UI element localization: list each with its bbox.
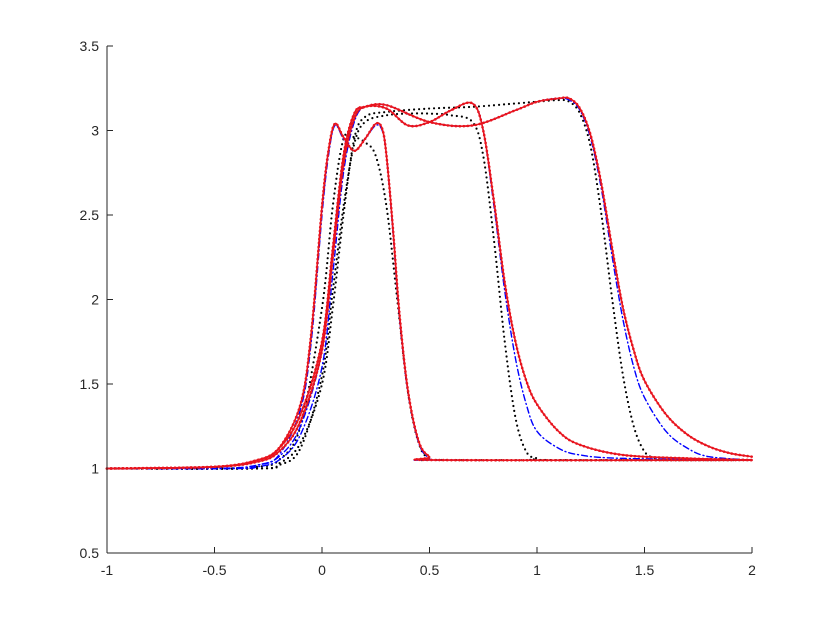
x-tick-label: -0.5 xyxy=(202,562,226,578)
series-markers-8 xyxy=(105,96,754,470)
x-tick-label: 2 xyxy=(748,562,756,578)
series-markers-6 xyxy=(105,121,754,470)
y-axis-ticks: 0.5 1 1.5 2 2.5 3 3.5 xyxy=(80,38,113,561)
series-line-3 xyxy=(106,124,753,470)
y-tick-label: 3 xyxy=(91,123,99,139)
x-tick-label: 1.5 xyxy=(635,562,655,578)
y-tick-label: 1.5 xyxy=(80,376,100,392)
x-axis-ticks: -1 -0.5 0 0.5 1 1.5 2 xyxy=(101,547,756,578)
y-tick-label: 2.5 xyxy=(80,207,100,223)
series-layer xyxy=(105,96,754,470)
x-tick-label: 0 xyxy=(318,562,326,578)
series-line-8 xyxy=(106,96,753,470)
series-line-7 xyxy=(106,101,753,470)
series-line-0 xyxy=(105,132,754,470)
y-tick-label: 3.5 xyxy=(80,38,100,54)
series-line-5 xyxy=(106,97,753,470)
x-tick-label: 1 xyxy=(533,562,541,578)
series-line-6 xyxy=(106,122,753,470)
y-tick-label: 1 xyxy=(91,461,99,477)
y-tick-label: 2 xyxy=(91,292,99,308)
x-tick-label: 0.5 xyxy=(420,562,440,578)
series-markers-7 xyxy=(105,101,754,470)
x-tick-label: -1 xyxy=(101,562,114,578)
series-line-2 xyxy=(105,98,754,470)
y-tick-label: 0.5 xyxy=(80,545,100,561)
series-line-4 xyxy=(106,101,753,470)
